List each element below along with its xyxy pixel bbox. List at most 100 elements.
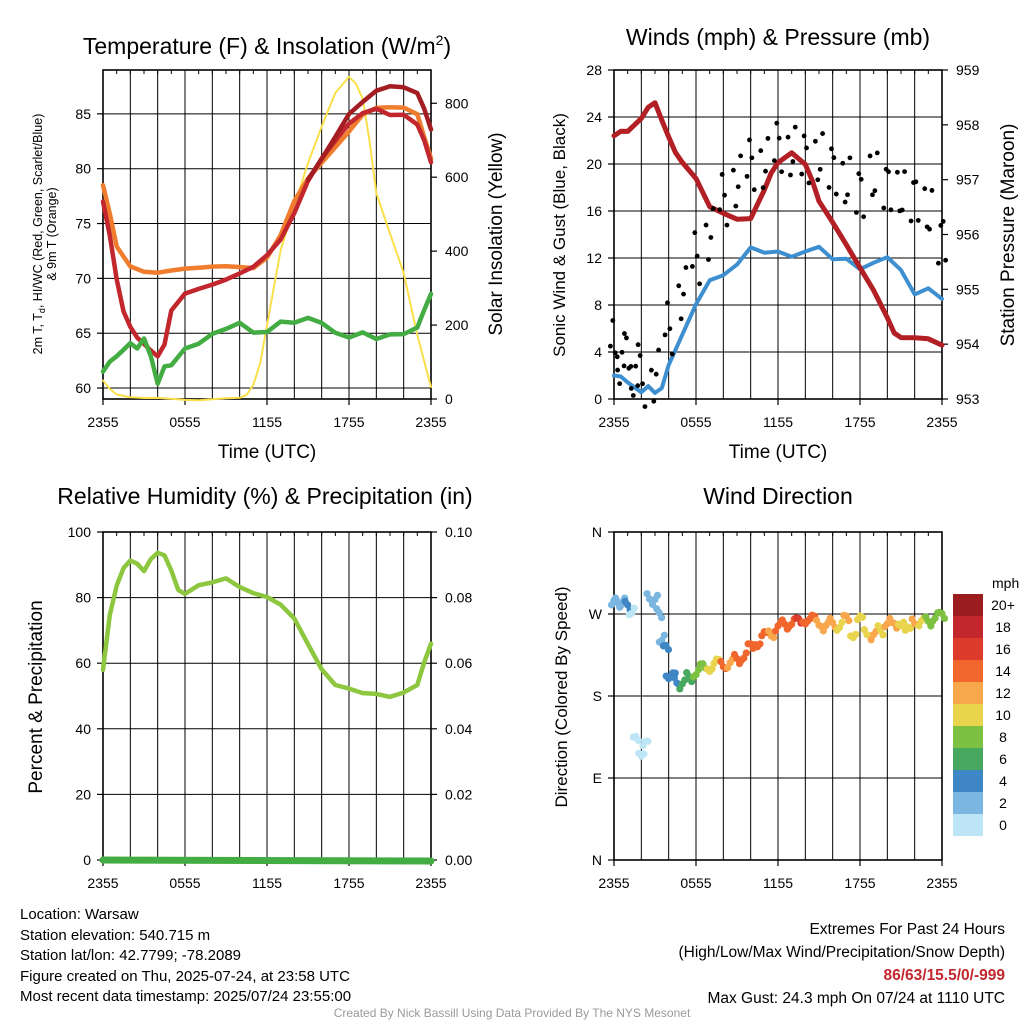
gust-point — [760, 185, 766, 191]
x-tick-label: 1755 — [844, 875, 875, 891]
gust-point — [936, 260, 941, 266]
gust-point — [776, 135, 782, 141]
legend-swatch — [953, 594, 983, 616]
legend-label: 12 — [995, 685, 1011, 701]
gust-point — [870, 192, 875, 198]
gust-point — [633, 363, 639, 369]
gust-point — [858, 176, 864, 182]
direction-point — [852, 630, 860, 638]
gust-point — [913, 179, 919, 185]
gust-point — [717, 207, 723, 213]
gust-point — [938, 222, 944, 228]
y-tick-label: 4 — [594, 344, 602, 360]
y2-tick-label: 600 — [445, 169, 469, 185]
winds-ylabel-left: Sonic Wind & Gust (Blue, Black) — [550, 113, 569, 357]
gust-point — [703, 222, 709, 228]
gust-point — [895, 169, 900, 175]
gust-point — [619, 349, 625, 355]
gust-point — [749, 155, 755, 161]
elevation-text: Station elevation: 540.715 m — [20, 926, 211, 944]
x-tick-label: 2355 — [87, 414, 118, 430]
location-text: Location: Warsaw — [20, 906, 139, 923]
x-tick-label: 1155 — [252, 875, 282, 891]
direction-point — [906, 624, 914, 632]
gust-point — [788, 172, 793, 178]
legend-label: 20+ — [991, 597, 1015, 613]
gust-point — [744, 173, 750, 179]
temperature-title: Temperature (F) & Insolation (W/m2) — [83, 32, 451, 59]
x-tick-label: 1155 — [763, 414, 793, 430]
gust-point — [710, 206, 716, 212]
max-gust-text: Max Gust: 24.3 mph On 07/24 at 1110 UTC — [707, 990, 1005, 1007]
y-tick-label: N — [592, 852, 602, 868]
gust-point — [886, 169, 891, 175]
y-tick-label: 65 — [75, 325, 91, 341]
y-tick-label: 80 — [75, 161, 91, 177]
gust-point — [681, 291, 686, 297]
direction-point — [845, 617, 853, 625]
gust-point — [608, 343, 613, 349]
gust-point — [779, 169, 784, 175]
gust-point — [806, 180, 812, 186]
legend-swatch — [953, 638, 983, 660]
y-tick-label: 8 — [594, 297, 602, 313]
gust-point — [617, 381, 623, 387]
gust-point — [628, 364, 634, 369]
gust-point — [656, 347, 661, 353]
gust-point — [861, 214, 866, 220]
legend-label: 10 — [995, 707, 1011, 723]
y-tick-label: W — [589, 606, 603, 622]
gust-point — [927, 226, 932, 232]
x-tick-label: 2355 — [926, 414, 957, 430]
temperature-xlabel: Time (UTC) — [218, 442, 317, 463]
y2-tick-label: 0.04 — [445, 721, 472, 737]
gust-point — [831, 155, 837, 161]
gust-point — [792, 124, 798, 130]
gust-point — [840, 160, 846, 166]
y2-tick-label: 955 — [956, 281, 980, 297]
gust-point — [833, 191, 839, 197]
gust-point — [774, 120, 780, 126]
gust-point — [612, 350, 618, 356]
pressure-line — [611, 100, 945, 348]
gust-point — [690, 264, 695, 269]
gust-point — [922, 186, 928, 192]
gust-point — [817, 166, 823, 172]
legend-swatch — [953, 814, 983, 836]
gust-point — [845, 192, 850, 198]
y2-tick-label: 956 — [956, 227, 980, 243]
gust-point — [813, 138, 818, 144]
legend-label: 6 — [999, 751, 1007, 767]
gust-point — [801, 133, 807, 139]
y-tick-label: N — [592, 524, 602, 540]
y-tick-label: 100 — [68, 524, 92, 540]
speed-legend-title: mph — [992, 575, 1019, 591]
y2-tick-label: 0.08 — [445, 590, 472, 606]
extremes-title: Extremes For Past 24 Hours — [809, 921, 1005, 938]
temperature-series-line — [102, 75, 432, 402]
gust-point — [622, 331, 627, 336]
gust-point — [751, 187, 757, 193]
station-info: Location: Warsaw Station elevation: 540.… — [20, 905, 351, 1008]
x-tick-label: 0555 — [680, 414, 711, 430]
gust-point — [694, 253, 700, 259]
y2-tick-label: 200 — [445, 317, 469, 333]
x-tick-label: 2355 — [87, 875, 118, 891]
gust-point — [738, 153, 743, 159]
gust-point — [683, 265, 689, 270]
plot-frame — [102, 69, 432, 400]
gust-point — [692, 230, 698, 236]
direction-point — [879, 631, 887, 639]
x-tick-label: 2355 — [598, 875, 629, 891]
x-tick-label: 1755 — [333, 875, 364, 891]
winds-panel: Winds (mph) & Pressure (mb) Time (UTC) S… — [550, 24, 1019, 463]
extremes-legend: (High/Low/Max Wind/Precipitation/Snow De… — [678, 944, 1006, 961]
direction-point — [653, 591, 662, 599]
humidity-title: Relative Humidity (%) & Precipitation (i… — [57, 483, 472, 509]
x-tick-label: 0555 — [169, 414, 200, 430]
y2-tick-label: 400 — [445, 243, 469, 259]
gust-point — [678, 316, 684, 322]
legend-swatch — [953, 726, 983, 748]
temperature-series-line — [100, 106, 434, 359]
gust-point — [621, 363, 627, 369]
